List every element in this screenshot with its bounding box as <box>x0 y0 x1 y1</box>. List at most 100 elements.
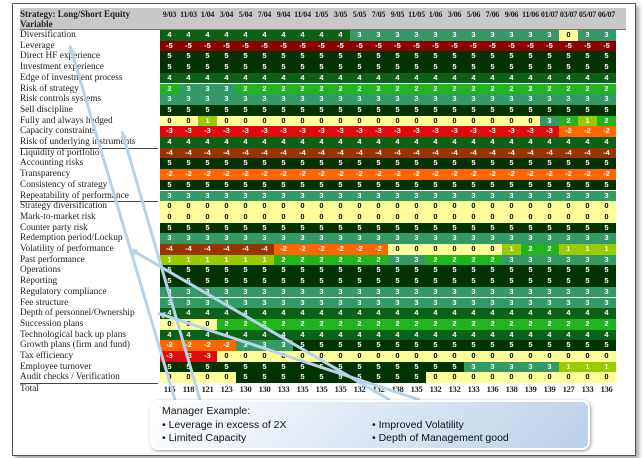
score-cell: -4 <box>559 147 578 159</box>
score-cell: 4 <box>521 308 540 319</box>
score-cell: 5 <box>198 158 217 170</box>
score-cell: 0 <box>160 115 179 127</box>
score-cell: 3 <box>407 233 426 244</box>
score-cell: 0 <box>597 201 616 212</box>
score-cell: 2 <box>502 83 521 95</box>
total-value: 139 <box>524 384 537 395</box>
score-cell: 0 <box>502 351 521 362</box>
score-cell: -3 <box>407 126 426 137</box>
callout-title: Manager Example: <box>162 405 251 417</box>
score-cell: 3 <box>502 286 521 298</box>
score-cell: 2 <box>369 83 388 95</box>
score-cell: 3 <box>521 254 540 266</box>
score-cell: 0 <box>426 211 445 223</box>
score-cell: 4 <box>331 30 350 41</box>
score-cell: 1 <box>179 254 198 266</box>
score-cell: 2 <box>350 83 369 95</box>
score-cell: 3 <box>559 233 578 244</box>
total-value: 127 <box>562 384 575 395</box>
score-cell: 4 <box>388 72 407 84</box>
score-cell: 4 <box>331 72 350 84</box>
score-cell: 4 <box>464 308 483 319</box>
score-cell: 5 <box>502 340 521 351</box>
score-cell: 4 <box>502 137 521 148</box>
row-label: Strategy diversification <box>20 201 108 212</box>
score-cell: 3 <box>578 94 597 105</box>
score-cell: 1 <box>198 254 217 266</box>
score-cell: 3 <box>521 30 540 41</box>
column-header: 3/04 <box>219 10 234 19</box>
score-cell: 1 <box>559 244 578 255</box>
score-cell: 1 <box>255 254 274 266</box>
score-cell: 4 <box>350 329 369 341</box>
score-cell: 4 <box>388 308 407 319</box>
score-cell: -3 <box>160 126 179 137</box>
score-cell: 4 <box>331 329 350 341</box>
score-cell: 3 <box>597 297 616 309</box>
column-header: 5/04 <box>238 10 253 19</box>
row-label: Redemption period/Lockup <box>20 233 123 244</box>
score-cell: 4 <box>597 308 616 319</box>
score-cell: 5 <box>388 62 407 73</box>
row-label: Accounting risks <box>20 158 84 169</box>
score-cell: 0 <box>217 211 236 223</box>
score-cell: 3 <box>521 361 540 373</box>
score-cell: 5 <box>483 222 502 234</box>
score-cell: 0 <box>217 372 236 384</box>
score-cell: 3 <box>160 297 179 309</box>
score-cell: 5 <box>331 62 350 73</box>
score-cell: -3 <box>293 126 312 137</box>
score-cell: 3 <box>217 190 236 202</box>
score-cell: 3 <box>274 190 293 202</box>
score-cell: 0 <box>255 115 274 127</box>
row-label: Edge of investment process <box>20 72 123 83</box>
score-cell: -2 <box>521 169 540 180</box>
score-cell: -4 <box>198 147 217 159</box>
score-cell: 3 <box>198 83 217 95</box>
column-header: 9/03 <box>162 10 177 19</box>
score-cell: 5 <box>350 222 369 234</box>
score-cell: 4 <box>255 72 274 84</box>
score-cell: 4 <box>160 308 179 319</box>
score-cell: 0 <box>160 201 179 212</box>
score-cell: 3 <box>312 190 331 202</box>
score-cell: 5 <box>597 158 616 170</box>
column-header: 7/04 <box>257 10 272 19</box>
score-cell: 5 <box>445 222 464 234</box>
score-cell: 3 <box>445 286 464 298</box>
score-cell: -4 <box>217 244 236 255</box>
row-label: Direct HF experience <box>20 51 101 62</box>
score-cell: -4 <box>198 244 217 255</box>
score-cell: 4 <box>369 308 388 319</box>
score-cell: 0 <box>445 372 464 384</box>
score-cell: 5 <box>160 222 179 234</box>
score-cell: 5 <box>350 158 369 170</box>
score-cell: 4 <box>160 329 179 341</box>
score-cell: 5 <box>483 158 502 170</box>
score-cell: 5 <box>274 62 293 73</box>
score-cell: -2 <box>198 169 217 180</box>
score-cell: 3 <box>407 94 426 105</box>
score-cell: 4 <box>597 329 616 341</box>
score-cell: 0 <box>198 318 217 330</box>
score-cell: 4 <box>198 72 217 84</box>
score-cell: -2 <box>236 169 255 180</box>
score-cell: 4 <box>293 329 312 341</box>
score-cell: 1 <box>198 115 217 127</box>
score-cell: 2 <box>521 244 540 255</box>
score-cell: 0 <box>464 244 483 255</box>
score-cell: 2 <box>274 83 293 95</box>
score-cell: 2 <box>312 318 331 330</box>
score-cell: -5 <box>198 40 217 52</box>
score-cell: 1 <box>502 244 521 255</box>
score-cell: 0 <box>407 351 426 362</box>
score-cell: 4 <box>369 72 388 84</box>
score-cell: 5 <box>293 265 312 277</box>
score-cell: 1 <box>578 361 597 373</box>
score-cell: 4 <box>369 329 388 341</box>
total-value: 138 <box>391 384 404 395</box>
score-cell: 1 <box>597 244 616 255</box>
score-cell: 3 <box>160 233 179 244</box>
score-cell: 3 <box>540 286 559 298</box>
score-cell: 0 <box>369 351 388 362</box>
